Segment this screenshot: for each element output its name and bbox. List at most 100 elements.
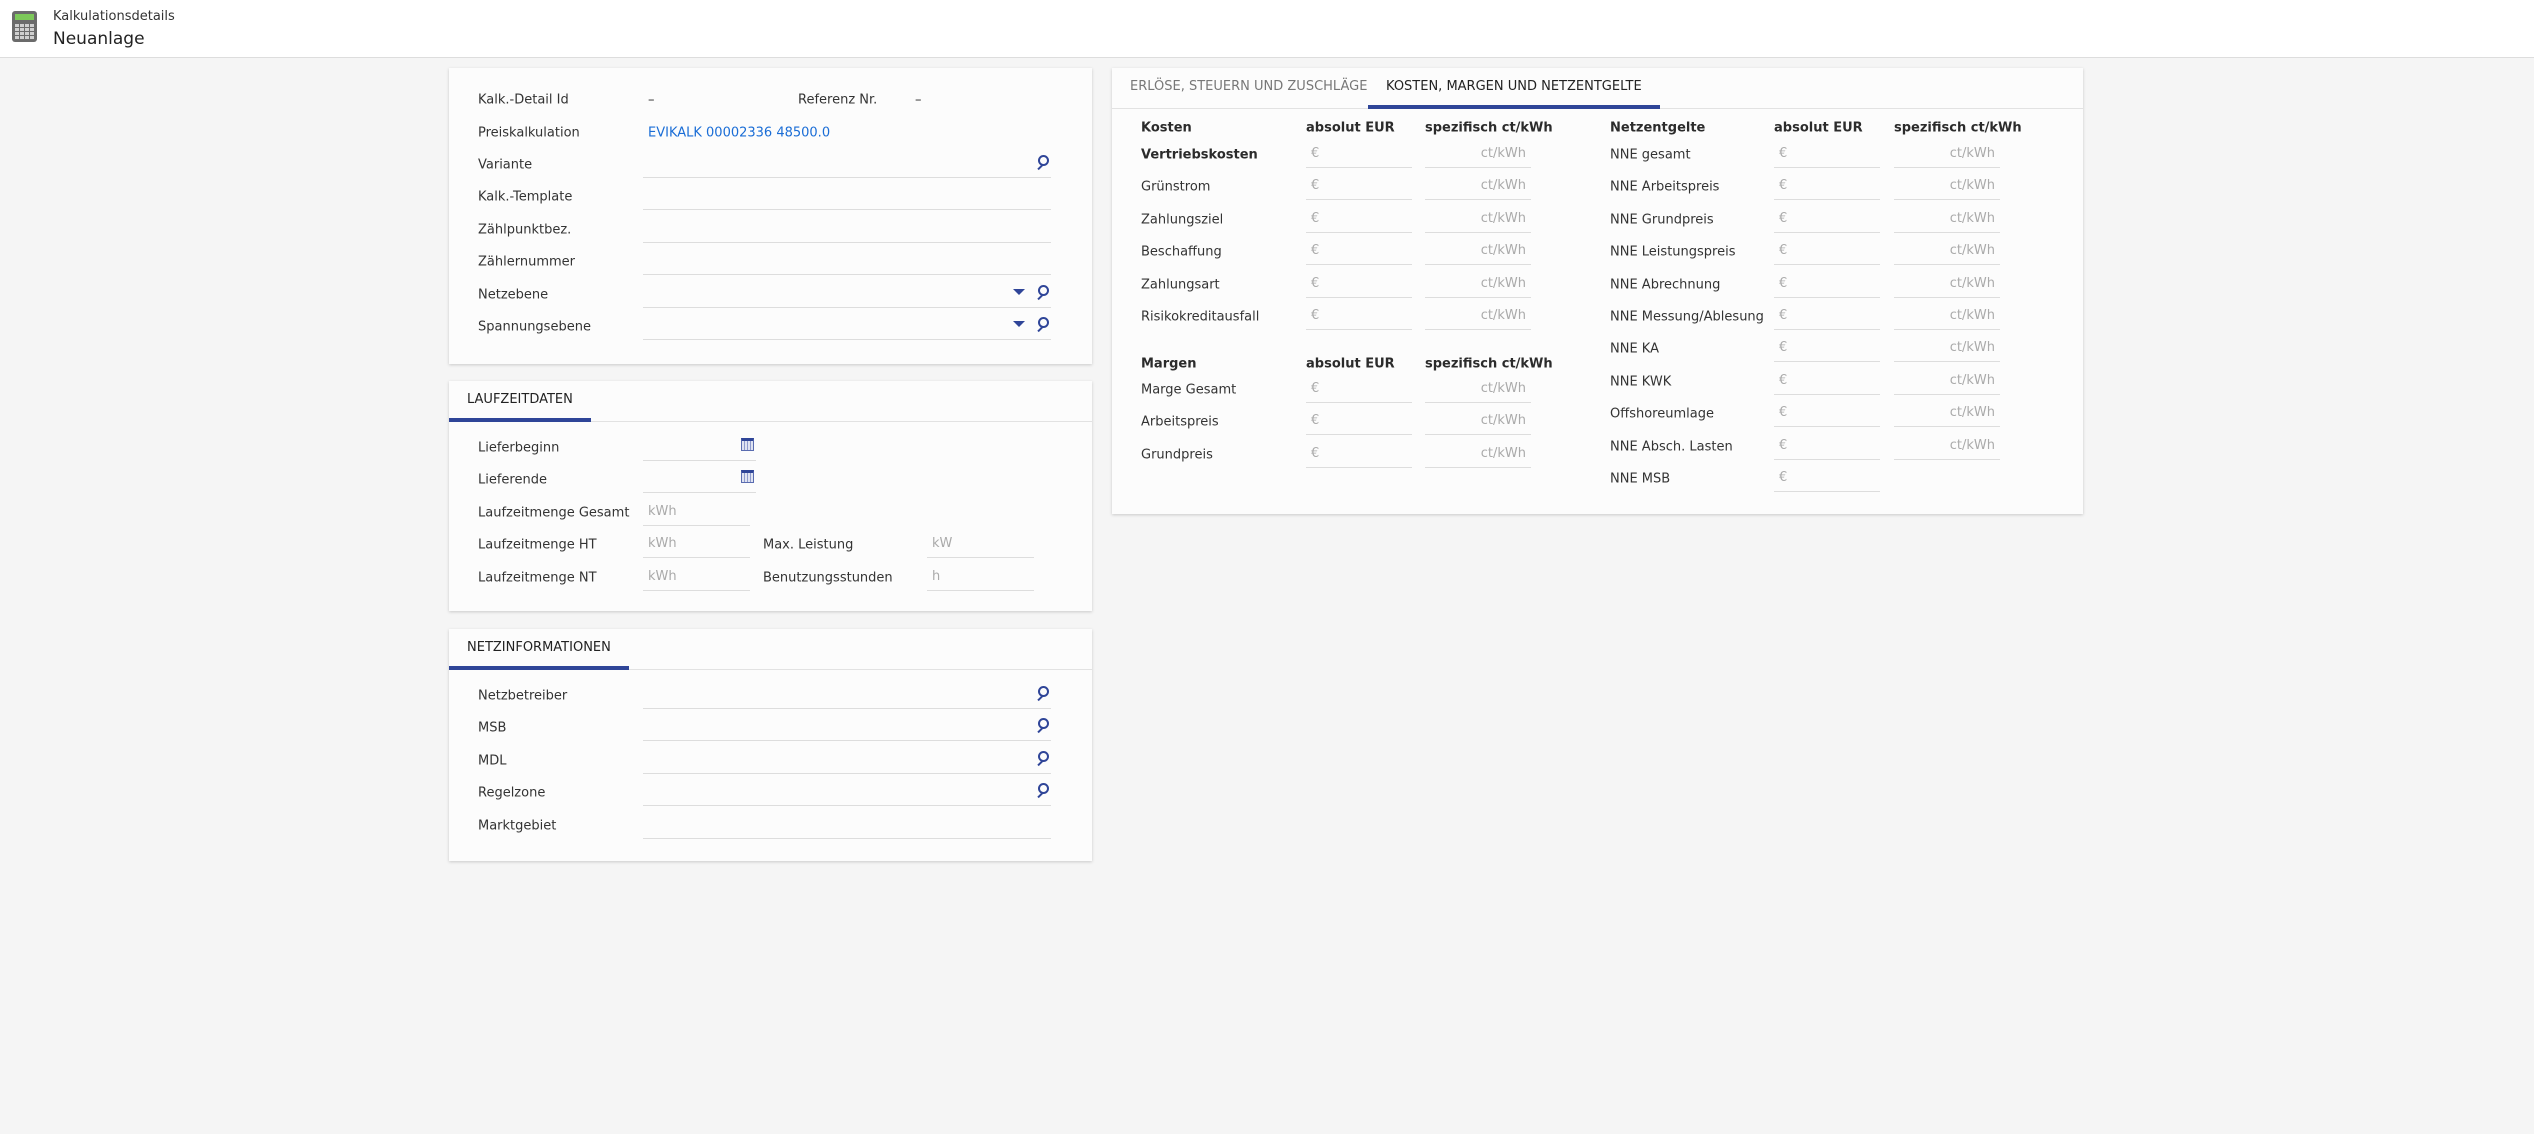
absolut-eur-input[interactable]: €	[1306, 142, 1412, 168]
search-icon[interactable]	[1035, 686, 1049, 700]
spezifisch-ct-kwh-input[interactable]: ct/kWh	[1894, 336, 2000, 363]
absolut-eur-input[interactable]: €	[1306, 377, 1412, 403]
placeholder-text: ct/kWh	[1949, 405, 1995, 421]
field-input[interactable]	[643, 683, 1051, 709]
field-input[interactable]	[643, 184, 1051, 211]
benutzungsstunden-input[interactable]: h	[927, 565, 1034, 591]
row-label: NNE MSB	[1610, 471, 1671, 487]
absolut-eur-input[interactable]: €	[1306, 272, 1412, 298]
absolut-eur-input[interactable]: €	[1306, 304, 1412, 330]
calendar-icon[interactable]	[741, 470, 754, 484]
lieferende-date-input[interactable]	[643, 467, 756, 494]
tab-netzinformationen[interactable]: NETZINFORMATIONEN	[449, 629, 629, 670]
placeholder-text: h	[932, 568, 941, 584]
field-input[interactable]	[643, 748, 1051, 774]
preiskalkulation-label: Preiskalkulation	[478, 125, 580, 141]
row-label: Zahlungsziel	[1141, 212, 1224, 228]
spezifisch-ct-kwh-input[interactable]: ct/kWh	[1425, 207, 1531, 233]
laufzeitmenge-ht-input[interactable]: kWh	[643, 532, 750, 559]
field-input[interactable]	[643, 715, 1051, 742]
spezifisch-ct-kwh-input[interactable]: ct/kWh	[1894, 239, 2000, 266]
field-icons	[1035, 750, 1049, 765]
absolut-eur-input[interactable]: €	[1774, 401, 1880, 428]
spezifisch-ct-kwh-input[interactable]: ct/kWh	[1894, 207, 2000, 233]
kosten-margen-netzentgelte-card: ERLÖSE, STEUERN UND ZUSCHLÄGE KOSTEN, MAR…	[1112, 68, 2083, 514]
absolut-eur-input[interactable]: €	[1306, 207, 1412, 233]
absolut-eur-input[interactable]: €	[1774, 142, 1880, 168]
page-title: Neuanlage	[53, 29, 145, 49]
search-icon[interactable]	[1035, 317, 1049, 331]
calendar-icon[interactable]	[741, 438, 754, 451]
spezifisch-ct-kwh-input[interactable]: ct/kWh	[1425, 239, 1531, 266]
absolut-eur-input[interactable]: €	[1774, 336, 1880, 363]
field-input[interactable]	[643, 813, 1051, 839]
absolut-eur-input[interactable]: €	[1774, 466, 1880, 492]
search-icon[interactable]	[1035, 783, 1049, 797]
field-label: Netzebene	[478, 287, 549, 303]
spezifisch-ct-kwh-input[interactable]: ct/kWh	[1425, 174, 1531, 201]
placeholder-text: €	[1779, 146, 1788, 161]
spezifisch-ct-kwh-input[interactable]: ct/kWh	[1425, 442, 1531, 468]
column-header-spezifisch: spezifisch ct/kWh	[1425, 120, 1553, 136]
tab-kosten-margen-netzentgelte[interactable]: KOSTEN, MARGEN UND NETZENTGELTE	[1368, 68, 1660, 109]
tab-bar: ERLÖSE, STEUERN UND ZUSCHLÄGE KOSTEN, MAR…	[1112, 68, 2083, 109]
absolut-eur-input[interactable]: €	[1306, 174, 1412, 201]
max-leistung-input[interactable]: kW	[927, 532, 1034, 559]
absolut-eur-input[interactable]: €	[1774, 369, 1880, 395]
field-label: Variante	[478, 157, 533, 173]
row-label: NNE Abrechnung	[1610, 277, 1721, 293]
field-input[interactable]	[643, 282, 1051, 308]
absolut-eur-input[interactable]: €	[1306, 239, 1412, 266]
absolut-eur-input[interactable]: €	[1774, 239, 1880, 266]
spezifisch-ct-kwh-input[interactable]: ct/kWh	[1894, 401, 2000, 428]
column-header-spezifisch: spezifisch ct/kWh	[1425, 356, 1553, 372]
absolut-eur-input[interactable]: €	[1774, 174, 1880, 201]
spezifisch-ct-kwh-input[interactable]: ct/kWh	[1894, 304, 2000, 330]
spezifisch-ct-kwh-input[interactable]: ct/kWh	[1425, 142, 1531, 168]
placeholder-text: €	[1779, 178, 1788, 194]
placeholder-text: €	[1779, 437, 1788, 453]
laufzeitmenge-nt-input[interactable]: kWh	[643, 565, 750, 591]
tab-erloese-steuern-zuschlaege[interactable]: ERLÖSE, STEUERN UND ZUSCHLÄGE	[1130, 79, 1368, 94]
column-header-absolut: absolut EUR	[1774, 120, 1863, 136]
spezifisch-ct-kwh-input[interactable]: ct/kWh	[1425, 304, 1531, 330]
field-input[interactable]	[643, 249, 1051, 276]
netzinformationen-card: NETZINFORMATIONEN Netzbetreiber MSB MDL Rege…	[449, 629, 1092, 861]
field-input[interactable]	[643, 780, 1051, 807]
search-icon[interactable]	[1035, 155, 1049, 169]
absolut-eur-input[interactable]: €	[1306, 442, 1412, 468]
absolut-eur-input[interactable]: €	[1774, 434, 1880, 460]
placeholder-text: kWh	[648, 568, 677, 584]
spezifisch-ct-kwh-input[interactable]: ct/kWh	[1894, 434, 2000, 460]
chevron-down-icon[interactable]	[1013, 288, 1025, 295]
placeholder-text: ct/kWh	[1949, 243, 1995, 259]
spezifisch-ct-kwh-input[interactable]: ct/kWh	[1425, 409, 1531, 436]
tab-laufzeitdaten[interactable]: LAUFZEITDATEN	[449, 381, 591, 422]
search-icon[interactable]	[1035, 284, 1049, 299]
spezifisch-ct-kwh-input[interactable]: ct/kWh	[1894, 369, 2000, 395]
absolut-eur-input[interactable]: €	[1306, 409, 1412, 436]
absolut-eur-input[interactable]: €	[1774, 304, 1880, 330]
spezifisch-ct-kwh-input[interactable]: ct/kWh	[1425, 272, 1531, 298]
field-input[interactable]	[643, 152, 1051, 178]
spezifisch-ct-kwh-input[interactable]: ct/kWh	[1894, 272, 2000, 298]
laufzeitmenge-gesamt-input[interactable]: kWh	[643, 500, 750, 526]
placeholder-text: €	[1779, 308, 1788, 323]
absolut-eur-input[interactable]: €	[1774, 272, 1880, 298]
field-input[interactable]	[643, 314, 1051, 340]
search-icon[interactable]	[1035, 750, 1049, 765]
placeholder-text: €	[1779, 210, 1788, 226]
field-label: MSB	[478, 720, 507, 736]
field-input[interactable]	[643, 217, 1051, 243]
spezifisch-ct-kwh-input[interactable]: ct/kWh	[1425, 377, 1531, 403]
placeholder-text: ct/kWh	[1480, 308, 1526, 323]
referenz-label: Referenz Nr.	[798, 92, 878, 108]
spezifisch-ct-kwh-input[interactable]: ct/kWh	[1894, 174, 2000, 201]
search-icon[interactable]	[1035, 718, 1049, 732]
preiskalkulation-link[interactable]: EVIKALK 00002336 48500.0	[648, 125, 831, 141]
spezifisch-ct-kwh-input[interactable]: ct/kWh	[1894, 142, 2000, 168]
absolut-eur-input[interactable]: €	[1774, 207, 1880, 233]
lieferbeginn-date-input[interactable]	[643, 435, 756, 461]
chevron-down-icon[interactable]	[1013, 321, 1025, 327]
placeholder-text: kWh	[648, 536, 677, 552]
